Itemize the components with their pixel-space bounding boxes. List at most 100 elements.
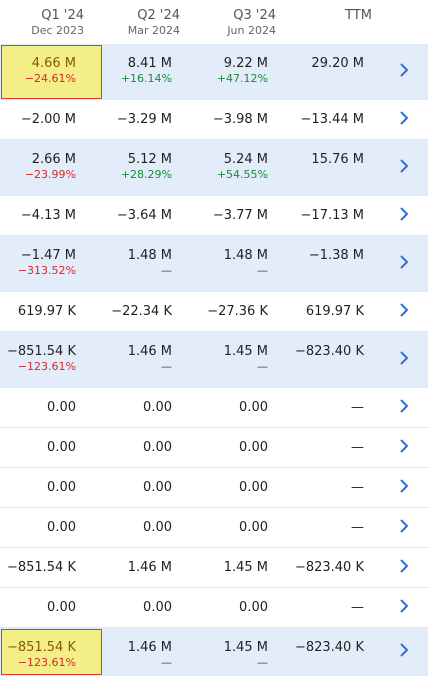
cell-change: —	[257, 264, 268, 277]
chevron-right-icon[interactable]	[396, 478, 412, 494]
cell-value: 1.46 M	[127, 344, 172, 359]
cell-change: +28.29%	[120, 168, 172, 181]
table-header: Q1 '24 Dec 2023 Q2 '24 Mar 2024 Q3 '24 J…	[0, 0, 428, 44]
table-cell: 0.00	[0, 480, 76, 496]
cell-value: −823.40 K	[294, 344, 364, 359]
table-cell: 9.22 M +47.12%	[180, 56, 268, 86]
table-row[interactable]: 0.00 0.00 0.00 —	[0, 388, 428, 428]
table-row[interactable]: −851.54 K 1.46 M 1.45 M −823.40 K	[0, 548, 428, 588]
table-row[interactable]: −851.54 K −123.61% 1.46 M —1.45 M — −823.40 K	[0, 332, 428, 388]
table-cell: —	[276, 440, 364, 456]
table-cell: −851.54 K −123.61%	[0, 344, 76, 374]
cell-value: —	[351, 400, 364, 415]
column-date: Mar 2024	[127, 24, 180, 37]
cell-value: 0.00	[47, 440, 76, 455]
cell-value: 5.12 M	[127, 152, 172, 167]
table-row[interactable]: 0.00 0.00 0.00 —	[0, 468, 428, 508]
table-row[interactable]: 619.97 K −22.34 K −27.36 K 619.97 K	[0, 292, 428, 332]
cell-value: —	[351, 440, 364, 455]
chevron-right-icon[interactable]	[396, 62, 412, 78]
chevron-right-icon[interactable]	[396, 302, 412, 318]
cell-value: 619.97 K	[305, 304, 364, 319]
cell-change: —	[161, 656, 172, 669]
cell-value: 1.46 M	[127, 640, 172, 655]
cell-change: +54.55%	[216, 168, 268, 181]
cell-value: 1.46 M	[127, 560, 172, 575]
table-cell: 0.00	[0, 440, 76, 456]
table-cell: 0.00	[180, 600, 268, 616]
table-cell: 1.45 M	[180, 560, 268, 576]
table-cell: 0.00	[180, 400, 268, 416]
chevron-right-icon[interactable]	[396, 598, 412, 614]
table-cell: −823.40 K	[276, 640, 364, 656]
cell-value: 2.66 M	[31, 152, 76, 167]
cell-value: 4.66 M	[31, 56, 76, 71]
column-quarter: Q2 '24	[137, 8, 180, 23]
cell-value: 0.00	[239, 400, 268, 415]
table-cell: 0.00	[84, 480, 172, 496]
highlight-box	[1, 45, 102, 99]
table-cell: —	[276, 520, 364, 536]
cell-value: 0.00	[143, 480, 172, 495]
column-quarter: Q3 '24	[233, 8, 276, 23]
chevron-right-icon[interactable]	[396, 158, 412, 174]
table-cell: 619.97 K	[276, 304, 364, 320]
table-cell: −823.40 K	[276, 560, 364, 576]
table-row[interactable]: 4.66 M −24.61% 8.41 M +16.14% 9.22 M +47.12% 2…	[0, 44, 428, 100]
table-cell: 0.00	[0, 600, 76, 616]
cell-value: 0.00	[47, 600, 76, 615]
chevron-right-icon[interactable]	[396, 558, 412, 574]
cell-value: −13.44 M	[300, 112, 364, 127]
cell-change: —	[257, 656, 268, 669]
cell-value: 0.00	[239, 520, 268, 535]
chevron-right-icon[interactable]	[396, 254, 412, 270]
cell-value: 1.45 M	[223, 344, 268, 359]
cell-value: −4.13 M	[20, 208, 76, 223]
column-quarter: TTM	[345, 8, 372, 23]
cell-value: −851.54 K	[6, 640, 76, 655]
cell-change: −123.61%	[17, 656, 76, 669]
cell-value: 1.48 M	[223, 248, 268, 263]
table-cell: 619.97 K	[0, 304, 76, 320]
column-header-q2[interactable]: Q2 '24 Mar 2024	[84, 8, 180, 38]
cell-value: −1.38 M	[308, 248, 364, 263]
cell-change: −24.61%	[24, 72, 76, 85]
cell-change: −313.52%	[17, 264, 76, 277]
cell-value: −823.40 K	[294, 560, 364, 575]
cell-change: —	[161, 264, 172, 277]
table-row[interactable]: 0.00 0.00 0.00 —	[0, 508, 428, 548]
table-row[interactable]: −851.54 K −123.61% 1.46 M —1.45 M — −823.40 K	[0, 628, 428, 676]
cell-value: 0.00	[239, 600, 268, 615]
chevron-right-icon[interactable]	[396, 518, 412, 534]
table-cell: 1.45 M —	[180, 344, 268, 374]
cell-value: 9.22 M	[223, 56, 268, 71]
chevron-right-icon[interactable]	[396, 110, 412, 126]
cell-value: −823.40 K	[294, 640, 364, 655]
cell-value: 1.45 M	[223, 560, 268, 575]
chevron-right-icon[interactable]	[396, 398, 412, 414]
table-row[interactable]: −2.00 M −3.29 M −3.98 M −13.44 M	[0, 100, 428, 140]
table-cell: 1.48 M —	[180, 248, 268, 278]
cell-value: −3.98 M	[212, 112, 268, 127]
column-header-q3[interactable]: Q3 '24 Jun 2024	[180, 8, 276, 38]
table-row[interactable]: 0.00 0.00 0.00 —	[0, 588, 428, 628]
cell-value: 0.00	[47, 520, 76, 535]
cell-value: 0.00	[239, 440, 268, 455]
column-header-ttm[interactable]: TTM	[276, 8, 372, 24]
table-cell: 15.76 M	[276, 152, 364, 168]
cell-value: 619.97 K	[17, 304, 76, 319]
column-header-q1[interactable]: Q1 '24 Dec 2023	[0, 8, 84, 38]
chevron-right-icon[interactable]	[396, 438, 412, 454]
table-row[interactable]: 2.66 M −23.99% 5.12 M +28.29% 5.24 M +54.55% 1…	[0, 140, 428, 196]
chevron-right-icon[interactable]	[396, 350, 412, 366]
cell-value: −3.29 M	[116, 112, 172, 127]
cell-value: 0.00	[47, 480, 76, 495]
table-row[interactable]: −4.13 M −3.64 M −3.77 M −17.13 M	[0, 196, 428, 236]
table-cell: —	[276, 480, 364, 496]
chevron-right-icon[interactable]	[396, 642, 412, 658]
table-row[interactable]: −1.47 M −313.52% 1.48 M —1.48 M — −1.38 M	[0, 236, 428, 292]
table-cell: 0.00	[0, 400, 76, 416]
cell-value: 1.45 M	[223, 640, 268, 655]
chevron-right-icon[interactable]	[396, 206, 412, 222]
table-row[interactable]: 0.00 0.00 0.00 —	[0, 428, 428, 468]
